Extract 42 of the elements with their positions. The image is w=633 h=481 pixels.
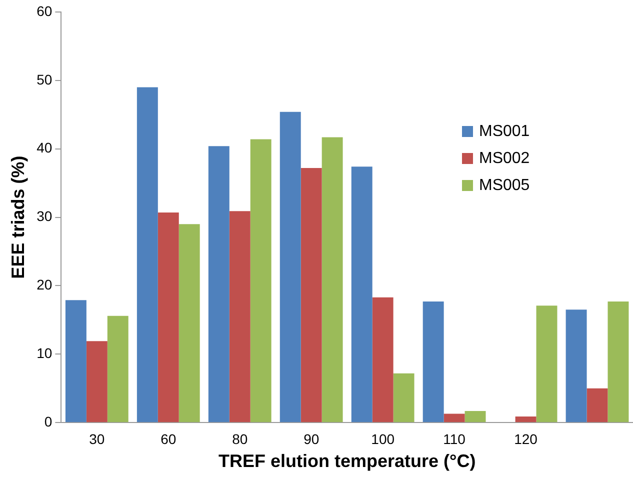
bar — [86, 341, 108, 422]
bar — [422, 301, 444, 422]
x-axis-title: TREF elution temperature (°C) — [218, 451, 476, 472]
bar — [515, 416, 536, 422]
y-tick-label: 0 — [44, 413, 52, 430]
bar — [65, 300, 86, 422]
y-axis-title: EEE triads (%) — [8, 156, 28, 279]
y-tick-label: 60 — [36, 2, 52, 19]
bar — [608, 301, 629, 422]
x-tick-label: 60 — [160, 430, 176, 447]
bar — [280, 112, 301, 422]
bar — [250, 139, 272, 422]
x-tick-label: 120 — [514, 430, 538, 447]
bar — [536, 306, 558, 422]
y-tick-label: 30 — [36, 208, 52, 224]
y-tick-label: 20 — [36, 276, 52, 293]
legend-label: MS005 — [479, 176, 530, 194]
y-tick-label: 50 — [36, 71, 52, 88]
bar — [178, 224, 200, 422]
y-tick-label: 10 — [36, 345, 52, 362]
bar — [351, 166, 372, 422]
legend-label: MS001 — [479, 122, 530, 140]
bar — [464, 410, 486, 422]
bar — [444, 414, 465, 422]
x-tick-label: 100 — [371, 430, 395, 447]
x-tick-label: 90 — [304, 430, 320, 447]
x-tick-label: 110 — [443, 430, 466, 447]
bar — [300, 168, 322, 422]
bar — [158, 212, 179, 422]
bar — [566, 310, 587, 422]
bar — [322, 137, 343, 422]
bar — [393, 373, 414, 422]
bar — [372, 297, 394, 422]
bar — [208, 146, 230, 422]
x-tick-label: 30 — [89, 430, 105, 447]
x-tick-label: 80 — [232, 430, 248, 447]
legend-label: MS002 — [479, 150, 530, 168]
bar — [136, 87, 158, 422]
y-tick-label: 40 — [36, 140, 52, 156]
bar — [586, 388, 608, 422]
bar — [107, 316, 128, 422]
bar — [229, 211, 250, 422]
